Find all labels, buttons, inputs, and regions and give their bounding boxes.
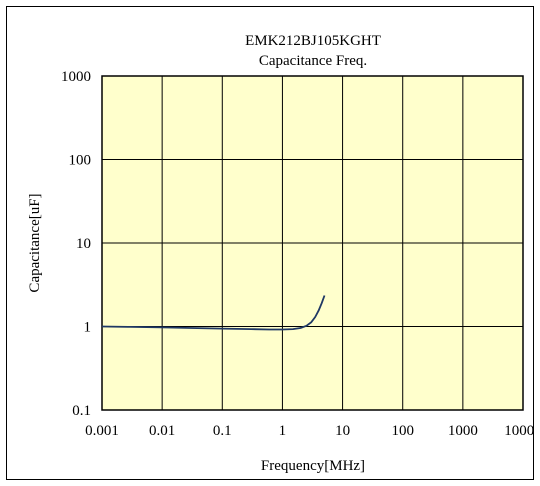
y-tick-label-4: 0.1 [72, 403, 91, 419]
y-tick-label-0: 1000 [61, 69, 91, 85]
series-group [101, 295, 326, 331]
y-tick-label-1: 100 [69, 153, 92, 169]
plot-border [101, 75, 524, 411]
chart-subtitle: Capacitance Freq. [259, 53, 367, 69]
y-tick-label-2: 10 [76, 236, 91, 252]
y-axis-label: Capacitance[uF] [27, 193, 43, 292]
x-tick-label-1: 0.01 [149, 423, 175, 439]
x-tick-label-2: 0.1 [213, 423, 232, 439]
grid-lines [101, 75, 524, 411]
chart: EMK212BJ105KGHT Capacitance Freq. 0.001 0… [27, 33, 533, 474]
x-tick-label-7: 10000 [504, 423, 533, 439]
x-tick-label-3: 1 [279, 423, 287, 439]
x-tick-label-6: 1000 [448, 423, 478, 439]
x-tick-label-5: 100 [391, 423, 414, 439]
x-tick-label-4: 10 [335, 423, 350, 439]
chart-frame: EMK212BJ105KGHT Capacitance Freq. 0.001 0… [6, 6, 534, 480]
x-tick-labels: 0.001 0.01 0.1 1 10 100 1000 10000 [85, 423, 533, 439]
y-tick-labels: 1000 100 10 1 0.1 [61, 69, 91, 419]
x-axis-label: Frequency[MHz] [261, 458, 365, 474]
chart-title: EMK212BJ105KGHT [245, 33, 381, 49]
y-tick-label-3: 1 [84, 320, 92, 336]
x-tick-label-0: 0.001 [85, 423, 119, 439]
series-line-0 [101, 295, 326, 331]
